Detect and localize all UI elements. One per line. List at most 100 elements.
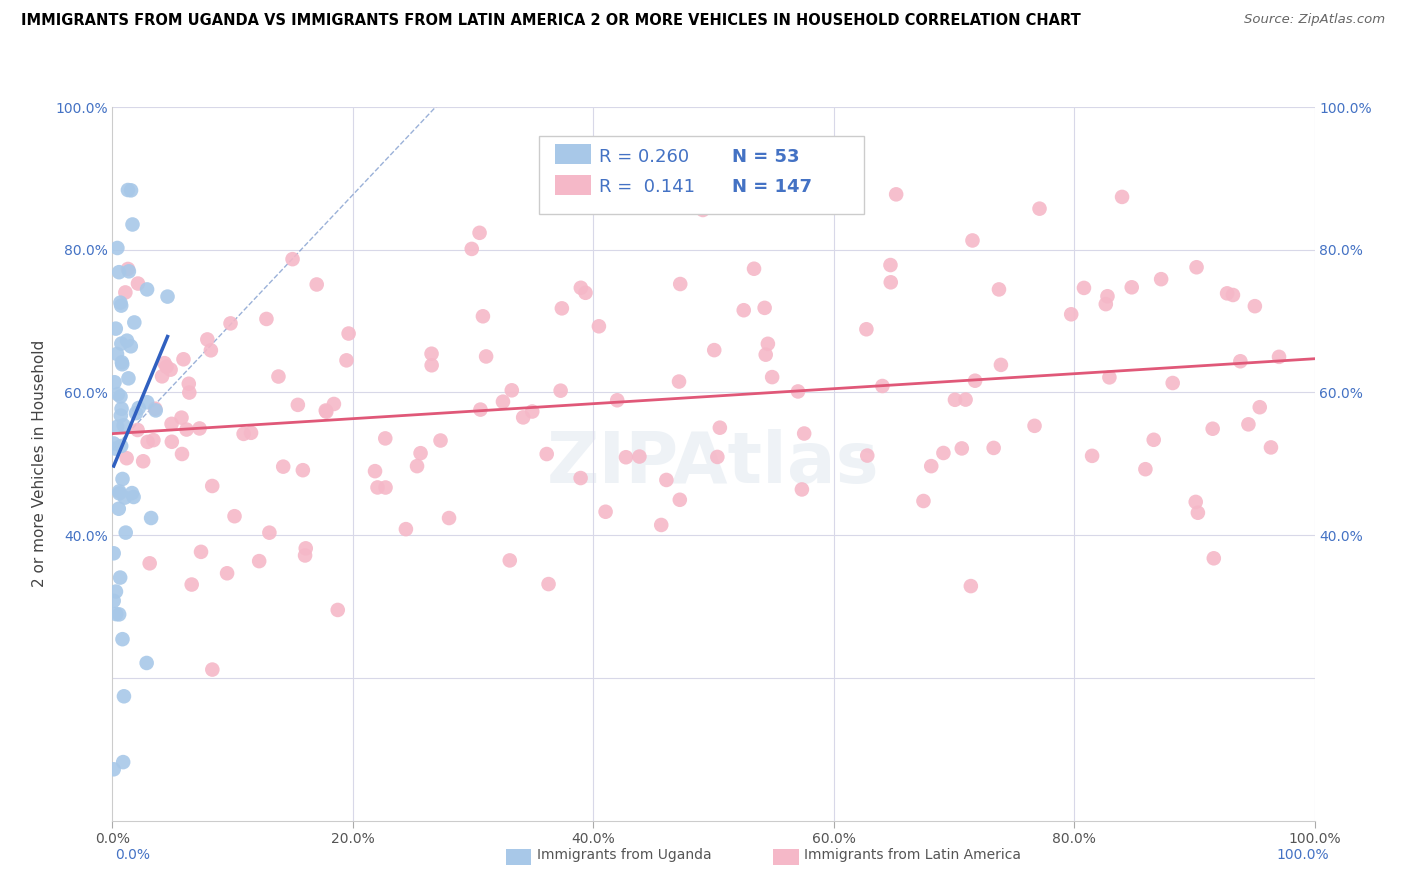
Point: [574, 285, 596, 300]
Point: [103, 546, 125, 560]
Point: [107, 387, 129, 401]
Point: [294, 549, 316, 563]
Point: [114, 491, 136, 505]
Point: [1094, 297, 1116, 311]
Point: [176, 423, 198, 437]
Point: [156, 290, 179, 304]
Point: [247, 554, 270, 568]
FancyBboxPatch shape: [540, 136, 863, 214]
Point: [195, 333, 218, 347]
Point: [122, 490, 145, 504]
Point: [374, 431, 396, 445]
Point: [105, 607, 128, 621]
Point: [1202, 422, 1225, 436]
Point: [142, 433, 165, 447]
Point: [335, 353, 357, 368]
Point: [110, 299, 132, 313]
Point: [1237, 417, 1260, 432]
Point: [160, 417, 183, 431]
Point: [1111, 190, 1133, 204]
Point: [110, 439, 132, 453]
Point: [475, 350, 498, 364]
Point: [367, 480, 389, 494]
Point: [112, 418, 135, 433]
Point: [315, 405, 337, 419]
Point: [1202, 551, 1225, 566]
Point: [650, 518, 672, 533]
Point: [429, 434, 451, 448]
Bar: [555, 175, 591, 194]
Point: [1150, 272, 1173, 286]
Point: [409, 446, 432, 460]
Point: [990, 358, 1012, 372]
Point: [1081, 449, 1104, 463]
Point: [136, 395, 159, 409]
Point: [470, 402, 492, 417]
Point: [1121, 280, 1143, 294]
Point: [326, 603, 349, 617]
Point: [108, 570, 131, 584]
Point: [125, 406, 148, 420]
Point: [143, 401, 166, 416]
Point: [291, 463, 314, 477]
Point: [920, 459, 942, 474]
Point: [754, 301, 776, 315]
Point: [1249, 401, 1271, 415]
Text: Immigrants from Uganda: Immigrants from Uganda: [537, 847, 711, 862]
Point: [108, 265, 131, 279]
Point: [170, 447, 193, 461]
Text: ZIPAtlas: ZIPAtlas: [547, 429, 880, 499]
Point: [420, 347, 443, 361]
Point: [1187, 506, 1209, 520]
Point: [127, 423, 149, 437]
Point: [180, 577, 202, 591]
Point: [1260, 441, 1282, 455]
Point: [669, 277, 692, 291]
Point: [733, 303, 755, 318]
Point: [315, 403, 337, 417]
Point: [104, 442, 127, 456]
Point: [110, 295, 132, 310]
Point: [793, 426, 815, 441]
Point: [240, 425, 263, 440]
Point: [128, 401, 150, 415]
Point: [962, 234, 984, 248]
Point: [588, 319, 610, 334]
Text: R =  0.141: R = 0.141: [599, 178, 696, 196]
Point: [172, 352, 194, 367]
Point: [1244, 299, 1267, 313]
Point: [117, 262, 139, 277]
Point: [943, 392, 966, 407]
Y-axis label: 2 or more Vehicles in Household: 2 or more Vehicles in Household: [32, 340, 46, 588]
Point: [138, 557, 160, 571]
Point: [1268, 350, 1291, 364]
Point: [364, 464, 387, 478]
Point: [790, 483, 813, 497]
Point: [259, 525, 281, 540]
Point: [703, 343, 725, 358]
Point: [551, 301, 574, 316]
Point: [110, 409, 132, 423]
Point: [1060, 307, 1083, 321]
Point: [856, 449, 879, 463]
Point: [114, 285, 136, 300]
Point: [950, 442, 973, 456]
Point: [855, 322, 877, 336]
Point: [120, 183, 142, 197]
Point: [294, 541, 316, 556]
Point: [655, 473, 678, 487]
Point: [756, 336, 779, 351]
Point: [287, 398, 309, 412]
Point: [1161, 376, 1184, 390]
Point: [103, 594, 125, 608]
Point: [1135, 462, 1157, 476]
Point: [879, 258, 901, 272]
Point: [108, 486, 131, 500]
Point: [107, 501, 129, 516]
Point: [170, 410, 193, 425]
Point: [103, 376, 125, 390]
Point: [606, 393, 628, 408]
Point: [988, 282, 1011, 296]
Point: [219, 317, 242, 331]
Point: [111, 357, 134, 371]
